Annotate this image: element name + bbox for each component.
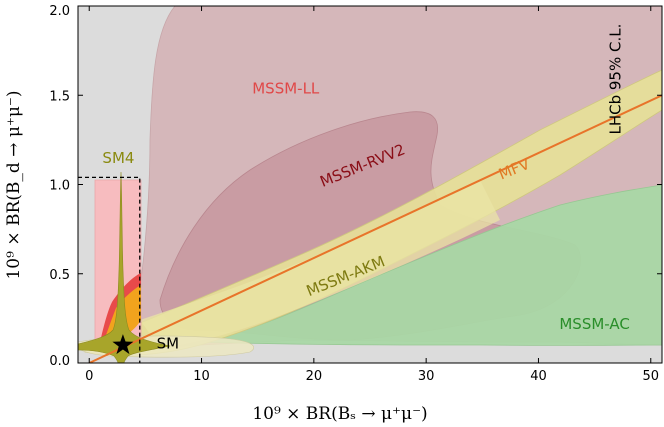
lhcb-limit-box: [78, 176, 141, 363]
lhcb-label: LHCb 95% C.L.: [606, 24, 624, 135]
x-axis-ticks: 0 10 20 30 40 50: [85, 6, 659, 384]
sm-star-marker: [112, 334, 134, 355]
plot-area: [78, 6, 662, 363]
y-axis-label: 10⁹ × BR(B_d → μ⁺μ⁻): [4, 90, 24, 279]
x-axis-label: 10⁹ × BR(Bₛ → μ⁺μ⁻): [252, 404, 427, 424]
x-tick-label: 30: [418, 369, 435, 384]
region-sm4-spike: [78, 171, 171, 363]
y-tick-label: 0.5: [49, 268, 70, 283]
y-tick-label: 2.0: [49, 4, 70, 19]
y-tick-label: 1.0: [49, 179, 70, 194]
region-mssm-ac: [199, 184, 662, 346]
x-tick-label: 10: [193, 369, 210, 384]
mfv-line: [88, 94, 662, 363]
y-tick-label: 1.5: [49, 89, 70, 104]
y-tick-label: 0.0: [49, 354, 70, 369]
sm-label: SM: [157, 334, 179, 352]
x-tick-label: 50: [642, 369, 659, 384]
label-mssm-ac: MSSM-AC: [559, 315, 629, 333]
label-sm4: SM4: [102, 149, 134, 167]
x-tick-label: 20: [306, 369, 323, 384]
region-mssm-akm: [140, 180, 500, 348]
label-mssm-ll: MSSM-LL: [252, 79, 320, 97]
x-tick-label: 40: [530, 369, 547, 384]
y-axis-ticks: 0.0 0.5 1.0 1.5 2.0: [49, 4, 662, 369]
region-mfv-band: [84, 69, 662, 356]
x-tick-label: 0: [85, 369, 93, 384]
